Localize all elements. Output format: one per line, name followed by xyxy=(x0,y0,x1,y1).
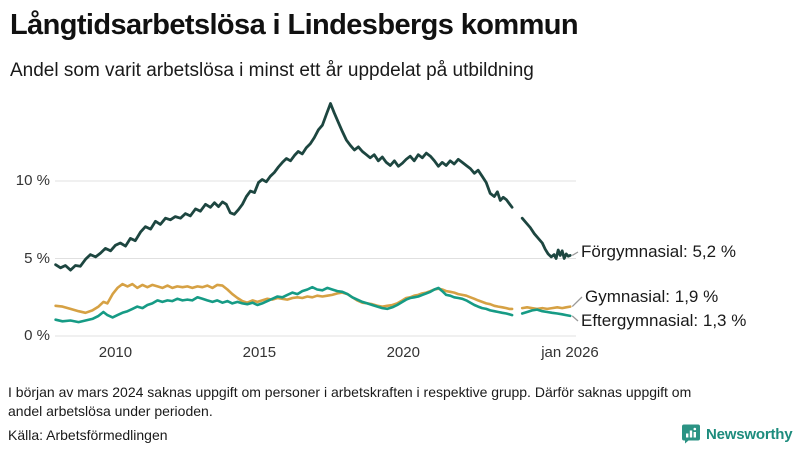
series-line-gymnasial-seg0 xyxy=(54,282,514,315)
page-title: Långtidsarbetslösa i Lindesbergs kommun xyxy=(10,9,579,41)
footnote-line-2: andel arbetslösa under perioden. xyxy=(8,403,213,419)
series-label-gymnasial: Gymnasial: 1,9 % xyxy=(585,287,719,306)
series-line-förgymnasial-seg1 xyxy=(520,216,572,260)
source-credit: Källa: Arbetsförmedlingen xyxy=(8,427,168,443)
footnote-line-1: I början av mars 2024 saknas uppgift om … xyxy=(8,384,692,400)
y-tick-label-0: 0 % xyxy=(24,327,50,344)
series-label-förgymnasial: Förgymnasial: 5,2 % xyxy=(581,242,736,261)
series-line-gymnasial-seg1 xyxy=(520,305,572,311)
x-tick-label-2010: 2010 xyxy=(98,344,133,361)
series-line-eftergymnasial-seg0 xyxy=(54,285,514,324)
series-line-förgymnasial-seg0 xyxy=(54,102,514,272)
x-tick-label-jan-2026: jan 2026 xyxy=(541,344,599,361)
page-subtitle: Andel som varit arbetslösa i minst ett å… xyxy=(10,60,534,81)
footnote: I början av mars 2024 saknas uppgift om … xyxy=(8,383,796,421)
x-tick-label-2020: 2020 xyxy=(386,344,420,361)
series-label-eftergymnasial: Eftergymnasial: 1,3 % xyxy=(581,311,747,330)
newsworthy-wordmark: Newsworthy xyxy=(706,425,793,443)
x-tick-label-2015: 2015 xyxy=(242,344,277,361)
leader-line-gymnasial xyxy=(571,296,583,308)
leader-line-eftergymnasial xyxy=(571,315,579,322)
y-tick-label-10: 10 % xyxy=(15,172,50,189)
series-line-eftergymnasial-seg1 xyxy=(520,308,572,318)
newsworthy-icon xyxy=(682,424,700,444)
newsworthy-logo[interactable]: Newsworthy xyxy=(681,424,793,444)
leader-line-förgymnasial xyxy=(571,251,579,256)
y-tick-label-5: 5 % xyxy=(24,249,50,267)
